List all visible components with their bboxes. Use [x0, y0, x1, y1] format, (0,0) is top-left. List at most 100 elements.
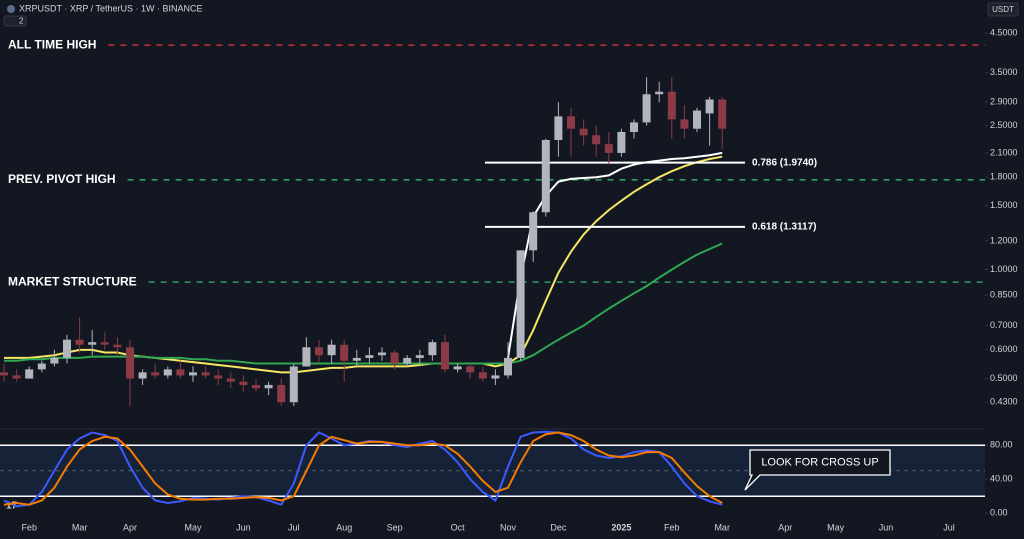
candle-body	[302, 347, 311, 367]
candle-body	[277, 384, 286, 403]
x-tick-label: Jul	[288, 522, 300, 532]
candle-body	[453, 366, 462, 370]
x-tick-label: Aug	[336, 522, 352, 532]
fib-label: 0.786 (1.9740)	[752, 157, 817, 168]
candle-body	[541, 140, 550, 213]
x-tick-label: Jun	[236, 522, 251, 532]
y-tick-label: 2.9000	[990, 97, 1018, 107]
y-tick-label: 0.7000	[990, 320, 1018, 330]
candle-body	[63, 339, 71, 358]
moving-average	[4, 242, 723, 365]
candle-body	[289, 366, 298, 403]
y-tick-label: 0.8500	[990, 289, 1018, 299]
candle-body	[138, 372, 147, 379]
candle-body	[718, 99, 727, 129]
pane-button[interactable]	[3, 15, 27, 27]
candle-body	[365, 355, 374, 358]
candle-body	[189, 372, 197, 376]
candle-body	[516, 250, 525, 358]
annotation: LOOK FOR CROSS UP	[761, 456, 878, 468]
candle-body	[693, 110, 701, 129]
candle-body	[163, 369, 172, 376]
y-tick-label: 80.00	[990, 440, 1013, 450]
y-tick-label: 1.2000	[990, 235, 1018, 245]
x-tick-label: 2025	[611, 522, 631, 532]
moving-average	[4, 155, 723, 374]
x-tick-label: Apr	[778, 522, 792, 532]
y-tick-label: 0.5000	[990, 373, 1018, 383]
candle-body	[176, 369, 185, 376]
candle-body	[579, 128, 588, 136]
candle-body	[642, 94, 651, 123]
currency-button[interactable]	[987, 2, 1019, 17]
candle-body	[25, 369, 34, 379]
candle-body	[352, 357, 361, 361]
oscillator-line	[3, 431, 723, 506]
candle-body	[378, 352, 386, 356]
y-tick-label: 3.5000	[990, 67, 1018, 77]
candle-body	[415, 355, 424, 358]
candle-body	[100, 342, 109, 345]
y-tick-label: 1.8000	[990, 172, 1018, 182]
candle-body	[630, 122, 638, 132]
y-tick-label: 4.5000	[990, 27, 1018, 37]
candle-body	[390, 352, 399, 364]
candle-body	[50, 357, 59, 364]
candle-body	[403, 357, 412, 364]
candle-body	[340, 344, 349, 361]
candle-body	[226, 378, 235, 382]
candle-body	[617, 131, 626, 153]
candle-body	[567, 116, 575, 129]
symbol-icon	[7, 5, 15, 13]
candle-body	[37, 363, 46, 370]
x-tick-label: Mar	[714, 522, 730, 532]
x-tick-label: Feb	[664, 522, 680, 532]
candle-body	[201, 372, 210, 376]
y-tick-label: 0.00	[990, 508, 1008, 518]
currency[interactable]: USDT	[992, 5, 1014, 14]
level-label: ALL TIME HIGH	[8, 37, 96, 51]
x-tick-label: Nov	[500, 522, 517, 532]
candle-body	[705, 99, 714, 114]
x-tick-label: Oct	[451, 522, 466, 532]
candle-body	[214, 375, 223, 379]
candle-body	[327, 344, 336, 356]
candle-body	[680, 119, 689, 129]
y-tick-label: 2.1000	[990, 147, 1018, 157]
y-tick-label: 0.6000	[990, 344, 1018, 354]
x-tick-label: Jul	[943, 522, 955, 532]
candle-body	[12, 375, 21, 379]
x-tick-label: Dec	[550, 522, 567, 532]
fib-label: 0.618 (1.3117)	[752, 222, 817, 233]
candle-body	[264, 384, 273, 389]
candle-body	[113, 344, 122, 348]
x-tick-label: May	[827, 522, 845, 532]
candle-body	[239, 381, 248, 385]
level-label: MARKET STRUCTURE	[8, 274, 137, 288]
candle-body	[151, 372, 160, 376]
y-tick-label: 2.5000	[990, 120, 1018, 130]
candle-body	[441, 342, 449, 370]
candle-body	[0, 372, 8, 376]
candle-body	[315, 347, 323, 356]
symbol-title: XRPUSDT · XRP / TetherUS · 1W · BINANCE	[19, 3, 203, 13]
pane-count[interactable]: 2	[19, 17, 24, 26]
y-tick-label: 1.5000	[990, 200, 1018, 210]
candle-body	[466, 366, 475, 373]
level-label: PREV. PIVOT HIGH	[8, 172, 116, 186]
x-tick-label: Apr	[123, 522, 137, 532]
x-tick-label: May	[184, 522, 202, 532]
candle-body	[428, 342, 437, 356]
candle-body	[88, 342, 97, 345]
y-tick-label: 1.0000	[990, 264, 1018, 274]
x-tick-label: Jun	[879, 522, 894, 532]
y-tick-label: 0.4300	[990, 397, 1018, 407]
candle-body	[667, 91, 676, 120]
candle-body	[655, 91, 664, 95]
candle-body	[554, 116, 563, 141]
candle-body	[126, 347, 134, 379]
x-tick-label: Feb	[21, 522, 37, 532]
logo: 17	[6, 501, 18, 512]
